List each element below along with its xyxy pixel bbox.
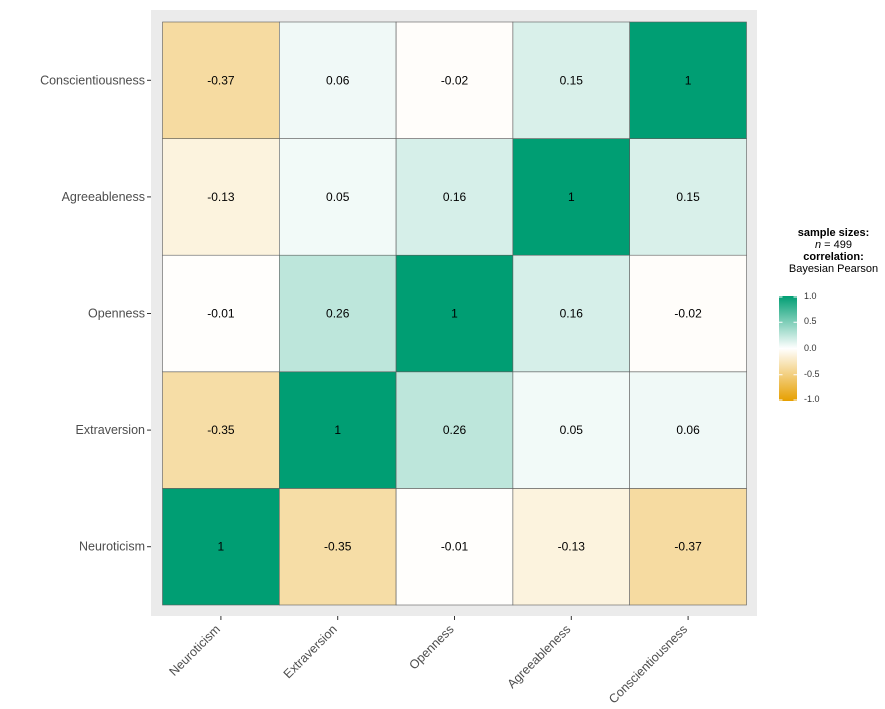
legend-correlation-method: Bayesian Pearson (788, 263, 879, 275)
legend-correlation-label: correlation: (803, 251, 864, 263)
y-tick-label-neuroticism: Neuroticism (79, 540, 145, 554)
y-axis: Neuroticism Extraversion Openness Agreeable… (40, 73, 151, 554)
cell-label-conscientiousness-agreeableness: 0.15 (676, 190, 700, 204)
heatmap-cell-openness-extraversion (395, 371, 514, 489)
heatmap-cell-extraversion-agreeableness (278, 138, 397, 256)
heatmap-cell-agreeableness-openness (512, 254, 631, 373)
cell-label-extraversion-agreeableness: 0.05 (326, 190, 350, 204)
legend-tick-label: -1.0 (804, 394, 820, 404)
x-tick-label-conscientiousness: Conscientiousness (606, 622, 690, 706)
legend-n-value: = 499 (821, 239, 852, 251)
legend-colorbar (779, 296, 797, 401)
y-tick-label-extraversion: Extraversion (76, 423, 146, 437)
heatmap-cell-neuroticism-neuroticism (162, 488, 280, 606)
cell-label-openness-agreeableness: 0.16 (443, 190, 467, 204)
heatmap-cell-conscientiousness-neuroticism (629, 488, 747, 606)
cell-label-extraversion-neuroticism: -0.35 (324, 540, 352, 554)
heatmap-cell-openness-agreeableness (395, 138, 514, 256)
cell-label-conscientiousness-conscientiousness: 1 (685, 73, 692, 87)
y-tick-label-openness: Openness (88, 307, 145, 321)
heatmap-cell-agreeableness-agreeableness (512, 138, 631, 256)
x-tick-label-extraversion: Extraversion (281, 622, 340, 681)
heatmap-cell-agreeableness-neuroticism (512, 488, 631, 606)
cell-label-agreeableness-openness: 0.16 (560, 307, 584, 321)
heatmap-cell-neuroticism-conscientiousness (162, 21, 280, 139)
legend-tick-label: -0.5 (804, 368, 820, 379)
cell-label-conscientiousness-openness: -0.02 (674, 307, 702, 321)
heatmap-cell-openness-openness (395, 254, 514, 373)
legend-tick-label: 0.0 (804, 342, 817, 353)
cell-label-conscientiousness-extraversion: 0.06 (676, 423, 700, 437)
legend-tick-marks (779, 296, 797, 401)
heatmap-cell-conscientiousness-openness (629, 254, 747, 373)
cell-label-openness-conscientiousness: -0.02 (441, 73, 469, 87)
legend-tick-label: 0.5 (804, 316, 817, 327)
legend-n-symbol: n (814, 239, 822, 251)
cell-label-conscientiousness-neuroticism: -0.37 (674, 540, 702, 554)
heatmap-cell-conscientiousness-extraversion (629, 371, 747, 489)
cell-label-agreeableness-neuroticism: -0.13 (558, 540, 586, 554)
heatmap-cell-neuroticism-openness (162, 254, 280, 373)
cell-label-neuroticism-openness: -0.01 (207, 307, 235, 321)
x-axis: Neuroticism Extraversion Openness Agreeable… (166, 616, 690, 706)
x-tick-label-agreeableness: Agreeableness (505, 622, 574, 691)
cell-label-openness-neuroticism: -0.01 (441, 540, 469, 554)
cell-label-extraversion-extraversion: 1 (334, 423, 341, 437)
legend-sample-size: n = 499 (782, 239, 885, 251)
heatmap-cell-openness-neuroticism (395, 488, 514, 606)
heatmap-cell-extraversion-openness (278, 254, 397, 373)
heatmap-cell-conscientiousness-agreeableness (629, 138, 747, 256)
cell-label-agreeableness-conscientiousness: 0.15 (560, 73, 584, 87)
cell-label-openness-extraversion: 0.26 (443, 423, 467, 437)
heatmap-cell-conscientiousness-conscientiousness (629, 21, 747, 139)
y-tick-label-conscientiousness: Conscientiousness (40, 73, 145, 87)
cell-label-extraversion-conscientiousness: 0.06 (326, 73, 350, 87)
heatmap-cell-neuroticism-agreeableness (162, 138, 280, 256)
heatmap-cells (162, 21, 747, 606)
cell-label-openness-openness: 1 (451, 307, 458, 321)
heatmap-cell-agreeableness-conscientiousness (512, 21, 631, 139)
cell-label-neuroticism-neuroticism: 1 (218, 540, 225, 554)
cell-label-neuroticism-agreeableness: -0.13 (207, 190, 235, 204)
legend-tick-label: 1.0 (804, 291, 817, 301)
heatmap-cell-openness-conscientiousness (395, 21, 514, 139)
heatmap-cell-neuroticism-extraversion (162, 371, 280, 489)
heatmap-cell-extraversion-conscientiousness (278, 21, 397, 139)
cell-label-neuroticism-extraversion: -0.35 (207, 423, 235, 437)
y-tick-label-agreeableness: Agreeableness (62, 190, 145, 204)
heatmap-cell-agreeableness-extraversion (512, 371, 631, 489)
legend-title: sample sizes: n = 499 correlation: Bayes… (782, 227, 885, 275)
heatmap-cell-labels: 1 -0.35 -0.01 -0.13 -0.37 -0.35 1 0.26 0.05 0.06 -… (207, 73, 702, 553)
legend-sample-sizes-label: sample sizes: (797, 227, 870, 239)
cell-label-agreeableness-agreeableness: 1 (568, 190, 575, 204)
x-tick-label-openness: Openness (406, 622, 456, 672)
cell-label-neuroticism-conscientiousness: -0.37 (207, 73, 235, 87)
heatmap-cell-extraversion-extraversion (278, 371, 397, 489)
cell-label-extraversion-openness: 0.26 (326, 307, 350, 321)
cell-label-agreeableness-extraversion: 0.05 (560, 423, 584, 437)
x-tick-label-neuroticism: Neuroticism (166, 622, 223, 679)
